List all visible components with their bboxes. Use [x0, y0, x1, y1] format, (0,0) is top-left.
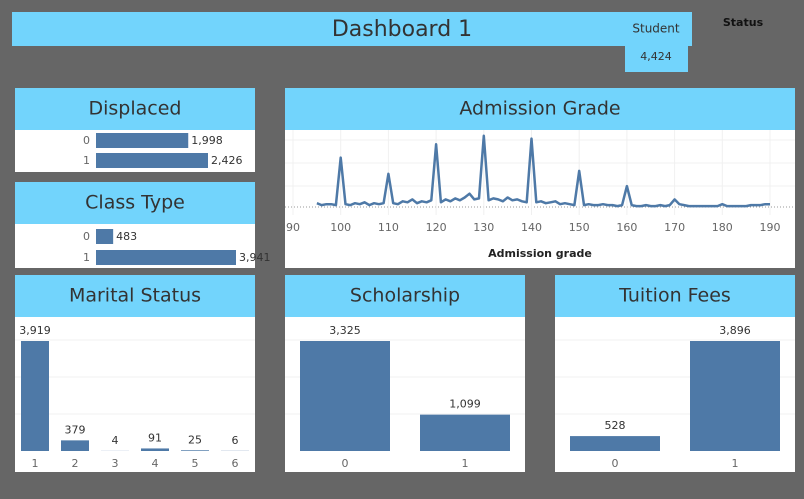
category-label: 0	[83, 230, 90, 243]
value-label: 528	[605, 419, 626, 432]
panel-title-bar	[555, 275, 795, 317]
value-label: 1,998	[191, 134, 223, 147]
student-count: 4,424	[640, 50, 672, 63]
bar	[96, 250, 236, 265]
category-label: 4	[152, 457, 159, 470]
category-label: 1	[732, 457, 739, 470]
value-label: 379	[65, 423, 86, 436]
value-label: 3,941	[239, 251, 271, 264]
panel-title-bar	[285, 275, 525, 317]
value-label: 25	[188, 433, 202, 446]
student-label: Student	[632, 22, 680, 36]
bar	[96, 133, 189, 148]
panel-title: Marital Status	[69, 285, 201, 307]
panel-title-bar	[15, 275, 255, 317]
x-tick-label: 190	[760, 221, 781, 234]
category-label: 0	[612, 457, 619, 470]
category-label: 3	[112, 457, 119, 470]
category-label: 0	[83, 134, 90, 147]
x-tick-label: 130	[473, 221, 494, 234]
status-label: Status	[723, 16, 764, 29]
value-label: 6	[232, 434, 239, 447]
bar	[141, 448, 169, 451]
panel-title: Admission Grade	[459, 98, 620, 120]
bar	[61, 440, 89, 451]
panel-title: Tuition Fees	[618, 285, 731, 307]
category-label: 1	[462, 457, 469, 470]
category-label: 2	[72, 457, 79, 470]
category-label: 0	[342, 457, 349, 470]
panel-title: Displaced	[89, 98, 182, 120]
panel-body	[15, 317, 255, 472]
bar	[21, 341, 49, 451]
bar	[96, 229, 114, 244]
x-tick-label: 160	[616, 221, 637, 234]
value-label: 3,919	[19, 324, 51, 337]
student-box	[625, 44, 688, 72]
panel-title: Scholarship	[350, 285, 460, 307]
x-tick-label: 170	[664, 221, 685, 234]
x-tick-label: 180	[712, 221, 733, 234]
line	[316, 134, 770, 208]
x-tick-label: 140	[521, 221, 542, 234]
value-label: 1,099	[449, 398, 481, 411]
value-label: 2,426	[211, 154, 243, 167]
bar	[300, 341, 390, 451]
value-label: 4	[112, 434, 119, 447]
value-label: 483	[116, 230, 137, 243]
category-label: 1	[32, 457, 39, 470]
bar	[420, 414, 510, 451]
value-label: 91	[148, 431, 162, 444]
value-label: 3,896	[719, 324, 751, 337]
dashboard-title: Dashboard 1	[332, 17, 472, 42]
bar	[570, 436, 660, 451]
x-tick-label: 100	[330, 221, 351, 234]
x-tick-label: 90	[286, 221, 300, 234]
panel-title-bar	[285, 88, 795, 130]
category-label: 6	[232, 457, 239, 470]
bar	[690, 341, 780, 451]
bar	[181, 450, 209, 451]
x-tick-label: 120	[426, 221, 447, 234]
panel-title: Class Type	[85, 192, 185, 214]
header-bar	[12, 12, 692, 46]
x-tick-label: 110	[378, 221, 399, 234]
panel-title-bar	[15, 182, 255, 224]
panel-body	[285, 130, 795, 268]
bar	[96, 153, 208, 168]
x-tick-label: 150	[569, 221, 590, 234]
category-label: 5	[192, 457, 199, 470]
panel-title-bar	[15, 88, 255, 130]
category-label: 1	[83, 154, 90, 167]
value-label: 3,325	[329, 324, 361, 337]
x-axis-label: Admission grade	[488, 247, 592, 260]
category-label: 1	[83, 251, 90, 264]
